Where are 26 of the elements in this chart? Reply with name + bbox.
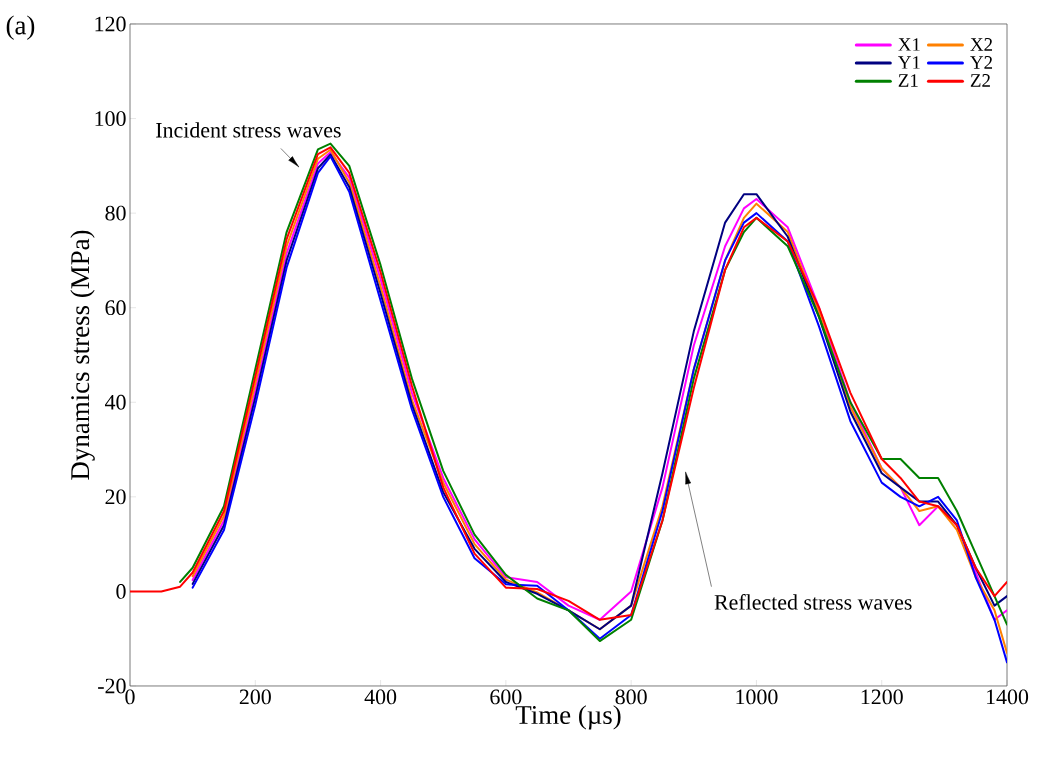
legend-label: X2 (970, 38, 993, 51)
x-tick-label: 400 (364, 689, 397, 705)
legend-label: X1 (898, 38, 920, 51)
legend-label: Z1 (898, 74, 918, 87)
y-tick-label: 20 (105, 489, 126, 505)
y-tick-label: 0 (116, 584, 126, 599)
x-tick-label: 1200 (861, 689, 903, 705)
text: (a) (6, 15, 35, 40)
annotation: Incident stress waves (156, 122, 341, 138)
x-tick-label: 1400 (987, 689, 1029, 705)
annotation: Reflected stress waves (714, 594, 912, 610)
y-tick-label: 120 (95, 16, 126, 32)
y-tick-label: 60 (105, 300, 126, 316)
legend-label: Y2 (970, 56, 993, 69)
legend-label: Z2 (970, 74, 990, 87)
y-tick-label: 100 (95, 111, 126, 126)
x-tick-label: 200 (239, 689, 271, 705)
x-tick-label: 600 (490, 689, 522, 705)
y-axis-title: Dynamics stress (MPa) (70, 230, 95, 480)
x-tick-label: 1000 (736, 689, 778, 705)
x-axis-title: Time (µs) (515, 705, 621, 730)
legend-label: Y1 (898, 56, 920, 69)
y-tick-label: 40 (104, 394, 126, 410)
y-tick-label: 80 (105, 205, 126, 221)
y-tick-label: -20 (98, 678, 126, 694)
x-tick-label: 800 (615, 689, 647, 705)
